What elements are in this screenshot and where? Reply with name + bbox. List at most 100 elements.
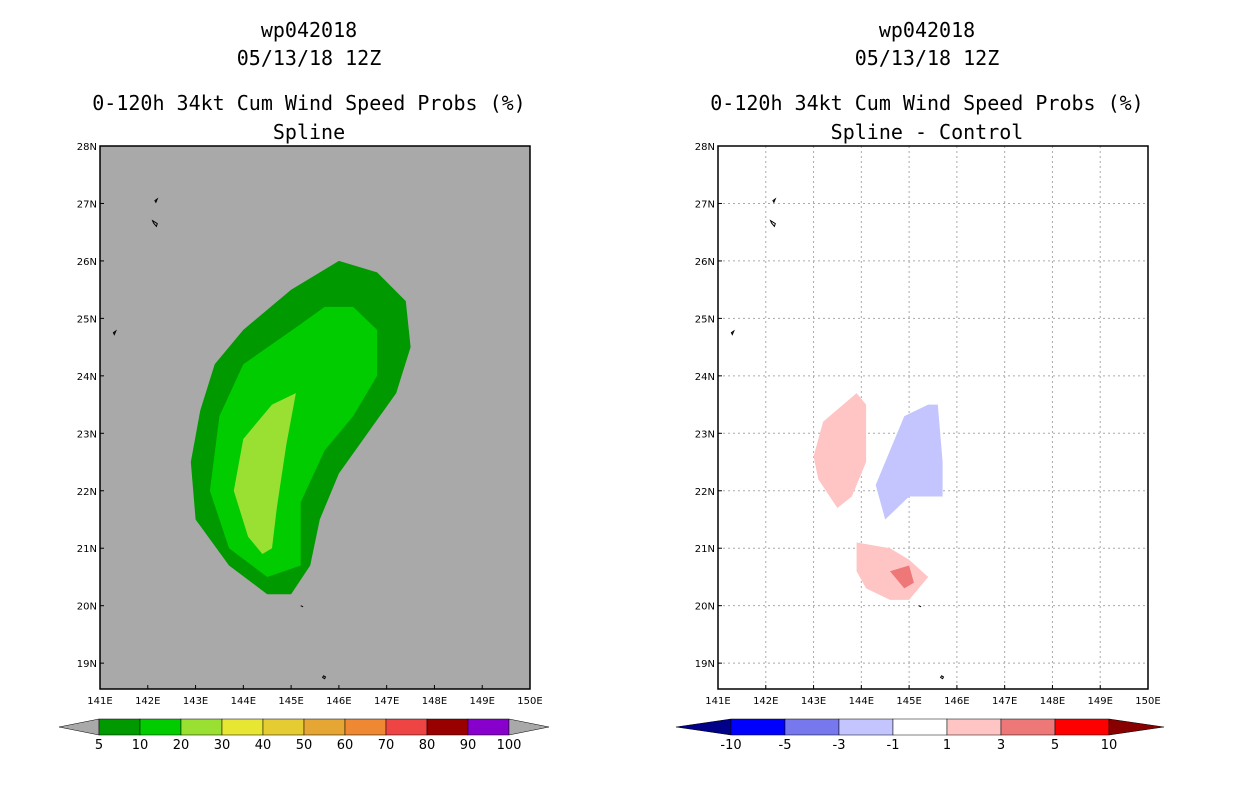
method-title: Spline — [272, 120, 346, 144]
colorbar-max-arrow — [1108, 718, 1165, 736]
colorbar-min-arrow — [675, 718, 732, 736]
colorbar-swatch — [385, 718, 428, 736]
y-tick-label: 19N — [77, 659, 97, 670]
colorbar-label: 5 — [1051, 738, 1059, 753]
y-tick-label: 27N — [77, 199, 97, 210]
colorbar-label: 90 — [460, 738, 477, 753]
y-tick-label: 23N — [77, 429, 97, 440]
colorbar-label: 50 — [296, 738, 313, 753]
x-tick-label: 141E — [87, 696, 112, 707]
y-tick-label: 21N — [77, 544, 97, 555]
left-panel: wp042018 05/13/18 12Z 0-120h 34kt Cum Wi… — [58, 18, 550, 753]
colorbar-label: 1 — [943, 738, 951, 753]
y-tick-label: 27N — [695, 199, 715, 210]
y-tick-label: 19N — [695, 659, 715, 670]
colorbar-label: -5 — [779, 738, 792, 753]
x-tick-label: 149E — [1088, 696, 1113, 707]
x-tick-label: 146E — [944, 696, 969, 707]
y-tick-label: 20N — [695, 602, 715, 613]
island-outline — [730, 329, 735, 336]
colorbar-swatch — [426, 718, 469, 736]
storm-id-title: wp042018 — [878, 18, 976, 42]
island-outline — [300, 605, 304, 608]
storm-id-title: wp042018 — [260, 18, 358, 42]
y-tick-label: 26N — [695, 257, 715, 268]
colorbar-label: 20 — [173, 738, 190, 753]
colorbar-label: 10 — [132, 738, 149, 753]
colorbar-min-arrow — [58, 718, 100, 736]
datetime-title: 05/13/18 12Z — [236, 46, 382, 70]
x-tick-label: 148E — [422, 696, 447, 707]
colorbar-swatch — [784, 718, 840, 736]
x-tick-label: 147E — [374, 696, 399, 707]
colorbar-label: 70 — [378, 738, 395, 753]
colorbar-swatch — [180, 718, 223, 736]
colorbar-swatch — [344, 718, 387, 736]
product-title: 0-120h 34kt Cum Wind Speed Probs (%) — [710, 91, 1144, 115]
right-panel: wp042018 05/13/18 12Z 0-120h 34kt Cum Wi… — [618, 0, 1236, 800]
contour-region — [890, 565, 914, 589]
y-tick-label: 24N — [695, 372, 715, 383]
contour-region — [813, 393, 867, 508]
island-outline — [939, 675, 945, 680]
y-tick-label: 22N — [695, 487, 715, 498]
colorbar-label: 10 — [1101, 738, 1118, 753]
colorbar-swatch — [303, 718, 346, 736]
x-tick-label: 146E — [326, 696, 351, 707]
y-tick-label: 24N — [77, 372, 97, 383]
x-tick-label: 145E — [896, 696, 921, 707]
colorbar-swatch — [262, 718, 305, 736]
colorbar-swatch — [730, 718, 786, 736]
colorbar-swatch — [98, 718, 141, 736]
y-tick-label: 22N — [77, 487, 97, 498]
x-tick-label: 142E — [135, 696, 160, 707]
colorbar-label: 40 — [255, 738, 272, 753]
colorbar-label: 3 — [997, 738, 1005, 753]
x-tick-label: 144E — [849, 696, 874, 707]
x-tick-label: 142E — [753, 696, 778, 707]
y-tick-label: 26N — [77, 257, 97, 268]
x-tick-label: 150E — [1135, 696, 1160, 707]
colorbar-label: 80 — [419, 738, 436, 753]
x-tick-label: 147E — [992, 696, 1017, 707]
colorbar-swatch — [892, 718, 948, 736]
colorbar-label: 30 — [214, 738, 231, 753]
x-tick-label: 141E — [705, 696, 730, 707]
datetime-title: 05/13/18 12Z — [854, 46, 1000, 70]
product-title: 0-120h 34kt Cum Wind Speed Probs (%) — [92, 91, 526, 115]
island-outline — [154, 197, 159, 204]
colorbar-swatch — [838, 718, 894, 736]
y-tick-label: 25N — [77, 314, 97, 325]
island-outline — [321, 675, 327, 680]
colorbar-label: -10 — [720, 738, 741, 753]
colorbar-swatch — [139, 718, 182, 736]
x-tick-label: 145E — [278, 696, 303, 707]
colorbar-label: 5 — [95, 738, 103, 753]
island-outline — [772, 197, 777, 204]
colorbar-swatch — [1054, 718, 1110, 736]
colorbar-max-arrow — [508, 718, 550, 736]
x-tick-label: 143E — [801, 696, 826, 707]
colorbar-label: -3 — [833, 738, 846, 753]
plot-frame — [99, 145, 531, 690]
island-outline — [112, 329, 117, 336]
spline-probability-map: 141E 142E 143E 144E 145E 146E 147E 148E 149E 150E… — [58, 142, 550, 753]
x-tick-label: 148E — [1040, 696, 1065, 707]
y-tick-label: 28N — [695, 142, 715, 153]
colorbar-swatch — [467, 718, 510, 736]
y-tick-label: 21N — [695, 544, 715, 555]
x-tick-label: 143E — [183, 696, 208, 707]
island-outline — [151, 219, 158, 228]
island-outline — [769, 219, 776, 228]
colorbar-swatch — [946, 718, 1002, 736]
colorbar-label: -1 — [887, 738, 900, 753]
x-tick-label: 144E — [231, 696, 256, 707]
colorbar-swatch — [221, 718, 264, 736]
y-tick-label: 20N — [77, 602, 97, 613]
colorbar-label: 100 — [497, 738, 522, 753]
island-outline — [918, 605, 922, 608]
x-tick-label: 149E — [470, 696, 495, 707]
colorbar-label: 60 — [337, 738, 354, 753]
y-tick-label: 23N — [695, 429, 715, 440]
contour-region — [233, 393, 296, 554]
